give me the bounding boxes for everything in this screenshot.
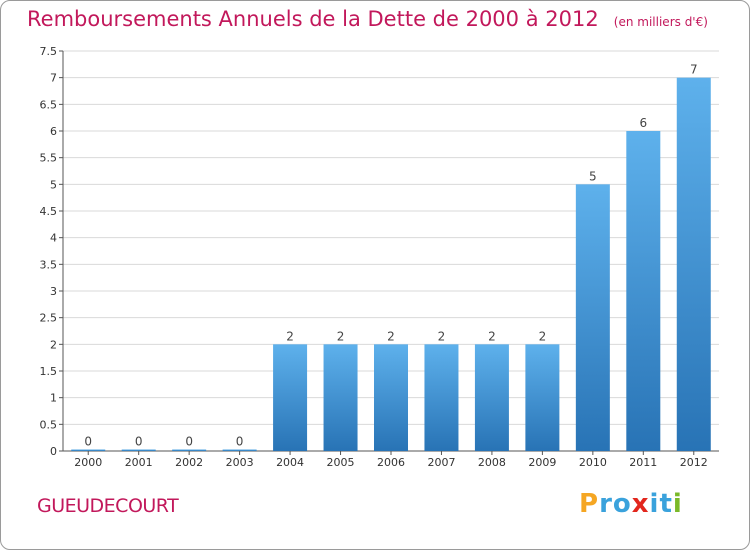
proxiti-logo[interactable]: Proxiti (579, 489, 683, 519)
logo-letter: t (659, 489, 673, 519)
bar (525, 344, 560, 451)
y-tick-label: 7.5 (40, 45, 58, 58)
x-tick-label: 2004 (276, 456, 304, 469)
x-tick-label: 2003 (226, 456, 254, 469)
bar-value-label: 5 (589, 169, 597, 183)
y-tick-label: 2 (50, 338, 57, 351)
bar-value-label: 2 (337, 329, 345, 343)
x-tick-label: 2002 (175, 456, 203, 469)
x-tick-label: 2005 (327, 456, 355, 469)
bar-value-label: 0 (135, 435, 143, 449)
y-tick-label: 0 (50, 445, 57, 458)
x-tick-label: 2001 (125, 456, 153, 469)
bar (474, 344, 509, 451)
y-tick-label: 7 (50, 72, 57, 85)
y-tick-label: 0.5 (40, 418, 58, 431)
y-tick-label: 1 (50, 392, 57, 405)
bar-value-label: 2 (488, 329, 496, 343)
y-tick-label: 4 (50, 232, 57, 245)
bar-value-label: 2 (539, 329, 547, 343)
x-tick-label: 2006 (377, 456, 405, 469)
bar (273, 344, 308, 451)
logo-letter: i (672, 489, 683, 519)
y-tick-label: 5 (50, 178, 57, 191)
bar (424, 344, 459, 451)
logo-letter: o (612, 489, 632, 519)
bar-value-label: 0 (185, 435, 193, 449)
y-tick-label: 6 (50, 125, 57, 138)
title-line: Remboursements Annuels de la Dette de 20… (27, 7, 708, 31)
y-tick-label: 1.5 (40, 365, 58, 378)
y-tick-label: 4.5 (40, 205, 58, 218)
y-tick-label: 3.5 (40, 258, 58, 271)
bar (626, 131, 661, 451)
y-tick-label: 5.5 (40, 152, 58, 165)
x-tick-label: 2000 (74, 456, 102, 469)
bar (172, 449, 207, 451)
bar-value-label: 0 (236, 435, 244, 449)
bar-value-label: 2 (387, 329, 395, 343)
commune-name: GUEUDECOURT (37, 495, 179, 517)
bar-value-label: 0 (84, 435, 92, 449)
bar-value-label: 2 (286, 329, 294, 343)
x-tick-label: 2009 (528, 456, 556, 469)
bar-value-label: 6 (639, 116, 647, 130)
logo-letter: P (579, 489, 600, 519)
x-tick-label: 2012 (680, 456, 708, 469)
logo-letter: i (649, 489, 660, 519)
bar (575, 184, 610, 452)
logo-letter: x (631, 489, 650, 519)
logo-letter: r (599, 489, 613, 519)
x-tick-label: 2011 (629, 456, 657, 469)
x-tick-label: 2010 (579, 456, 607, 469)
chart-title: Remboursements Annuels de la Dette de 20… (27, 7, 599, 31)
bar-value-label: 7 (690, 63, 698, 77)
y-tick-label: 3 (50, 285, 57, 298)
bar-value-label: 2 (438, 329, 446, 343)
bar (374, 344, 408, 451)
y-tick-label: 6.5 (40, 98, 58, 111)
bar (121, 449, 156, 451)
bar (71, 449, 106, 451)
x-tick-label: 2008 (478, 456, 506, 469)
bar (222, 449, 257, 451)
chart-subtitle: (en milliers d'€) (613, 15, 708, 29)
bar (676, 77, 711, 452)
x-tick-label: 2007 (427, 456, 455, 469)
bar (323, 344, 358, 451)
y-tick-label: 2.5 (40, 312, 58, 325)
